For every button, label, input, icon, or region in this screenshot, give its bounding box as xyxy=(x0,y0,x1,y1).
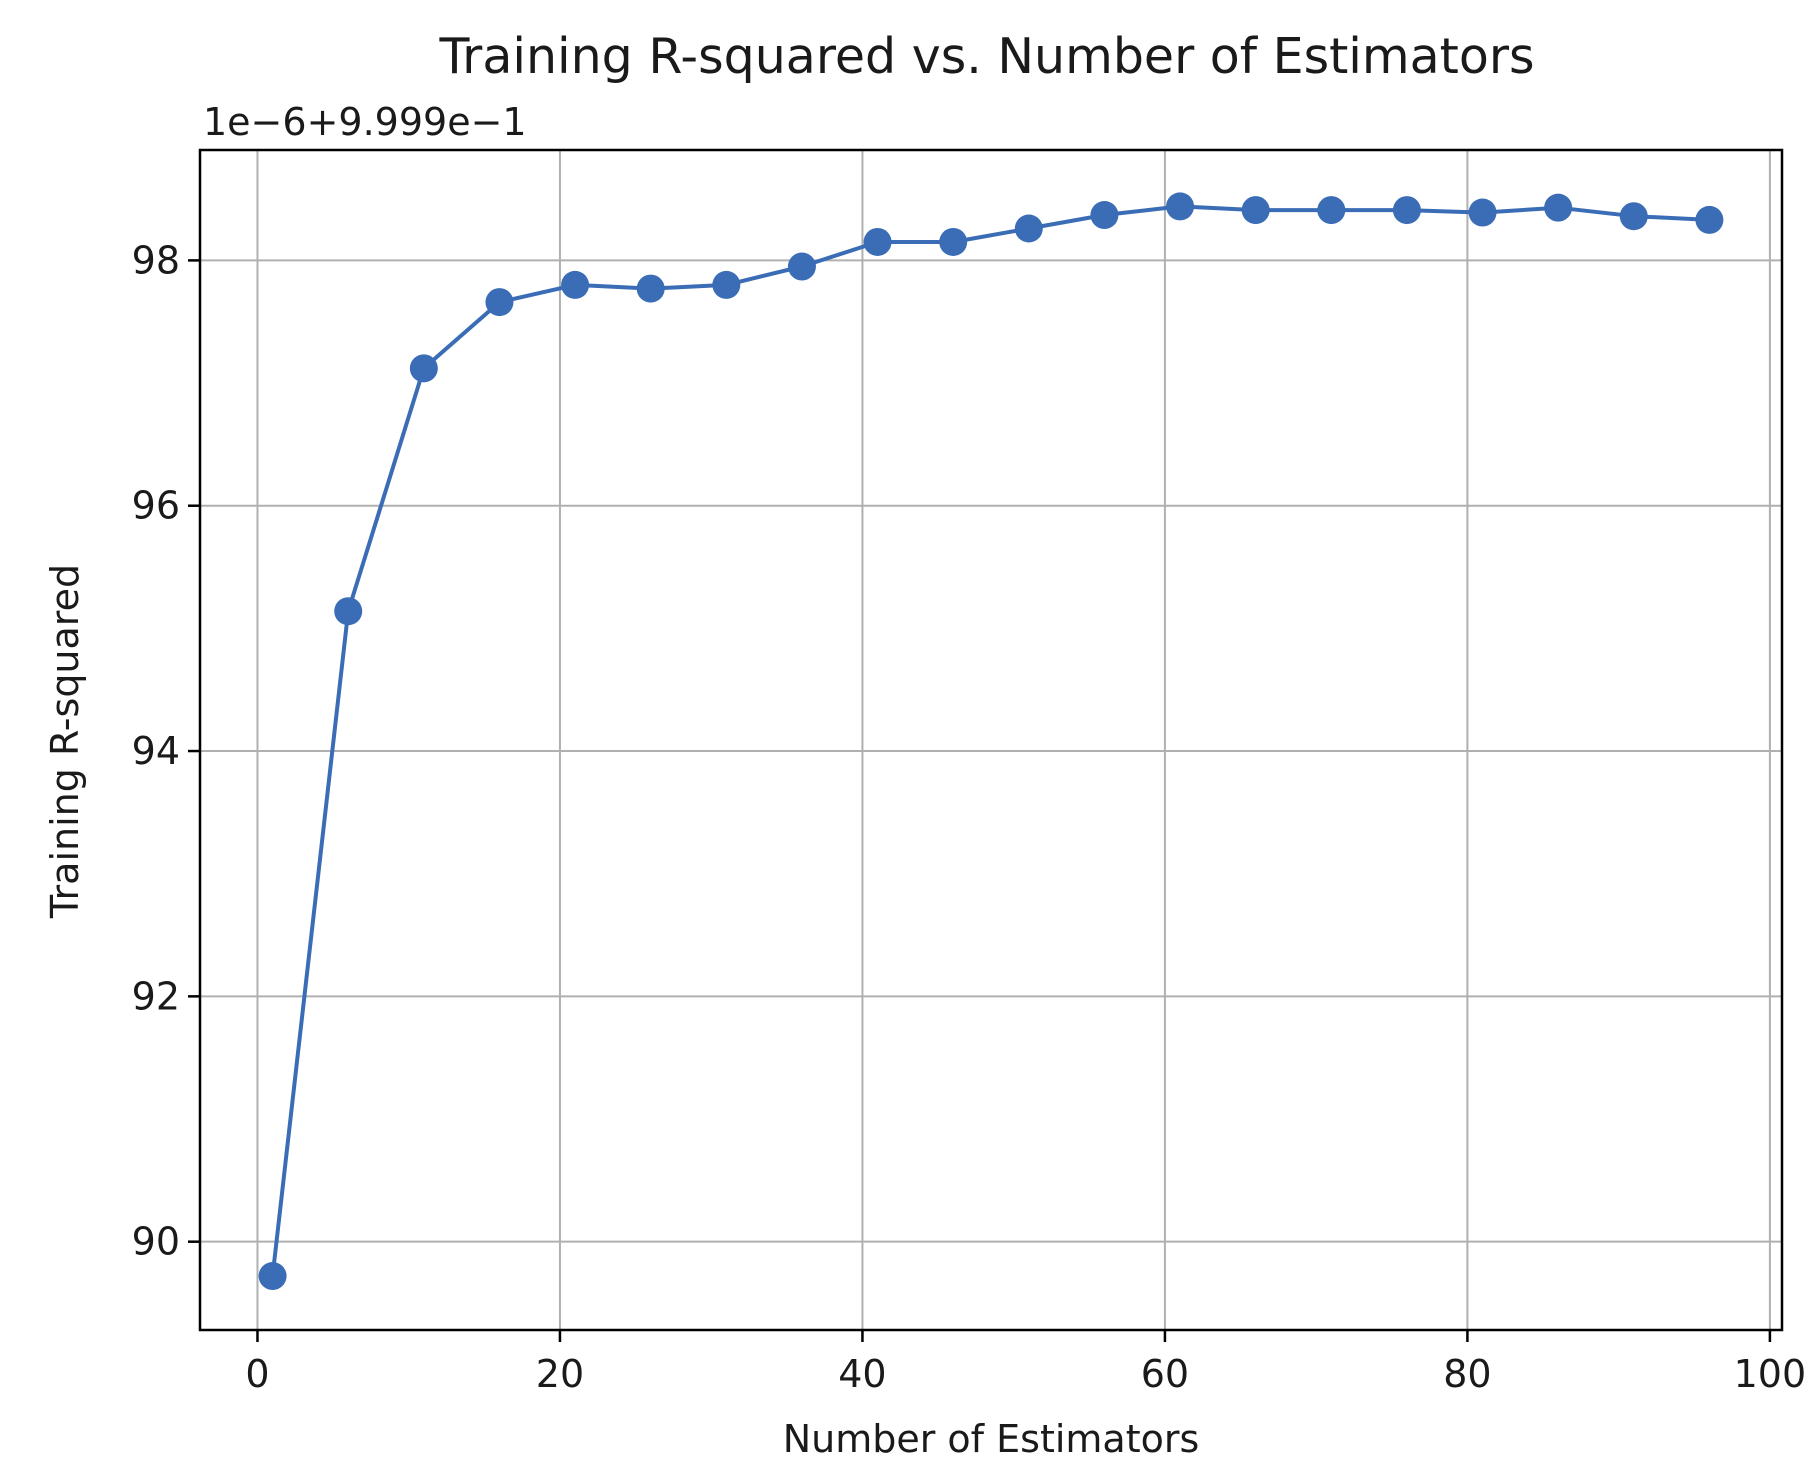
data-point xyxy=(1392,196,1421,225)
data-point xyxy=(863,227,892,256)
data-point xyxy=(1241,196,1270,225)
x-tick-label: 20 xyxy=(536,1352,584,1396)
data-point xyxy=(1544,193,1573,222)
chart-title: Training R-squared vs. Number of Estimat… xyxy=(438,28,1534,85)
data-point xyxy=(787,252,816,281)
data-point xyxy=(939,227,968,256)
y-tick-label: 92 xyxy=(132,974,180,1018)
data-point xyxy=(636,274,665,303)
x-axis-label: Number of Estimators xyxy=(783,1417,1200,1458)
grid-lines xyxy=(200,150,1782,1330)
data-point xyxy=(1090,201,1119,230)
data-point xyxy=(334,597,363,626)
series-group xyxy=(258,192,1724,1291)
data-point xyxy=(1468,198,1497,227)
data-point xyxy=(1014,214,1043,243)
data-point xyxy=(1695,205,1724,234)
data-point xyxy=(561,270,590,299)
y-axis-offset-label: 1e−6+9.999e−1 xyxy=(203,100,527,144)
y-tick-label: 96 xyxy=(132,484,180,528)
y-axis-label: Training R-squared xyxy=(43,564,87,919)
x-tick-label: 40 xyxy=(838,1352,886,1396)
data-point xyxy=(1619,202,1648,231)
y-axis-ticks: 90 92 94 96 98 xyxy=(132,238,200,1264)
x-tick-label: 80 xyxy=(1443,1352,1491,1396)
data-point xyxy=(409,354,438,383)
data-point xyxy=(1317,196,1346,225)
x-tick-label: 0 xyxy=(245,1352,269,1396)
data-point xyxy=(485,288,514,317)
y-tick-label: 94 xyxy=(132,729,180,773)
data-point xyxy=(1166,192,1195,221)
y-tick-label: 98 xyxy=(132,238,180,282)
data-point xyxy=(258,1262,287,1291)
series-line xyxy=(270,204,1710,1277)
data-point xyxy=(712,270,741,299)
x-tick-label: 100 xyxy=(1734,1352,1807,1396)
plot-area-frame xyxy=(198,148,1784,1332)
y-tick-label: 90 xyxy=(132,1220,180,1264)
x-tick-label: 60 xyxy=(1141,1352,1189,1396)
x-axis-ticks: 0 20 40 60 80 100 xyxy=(245,1330,1806,1396)
